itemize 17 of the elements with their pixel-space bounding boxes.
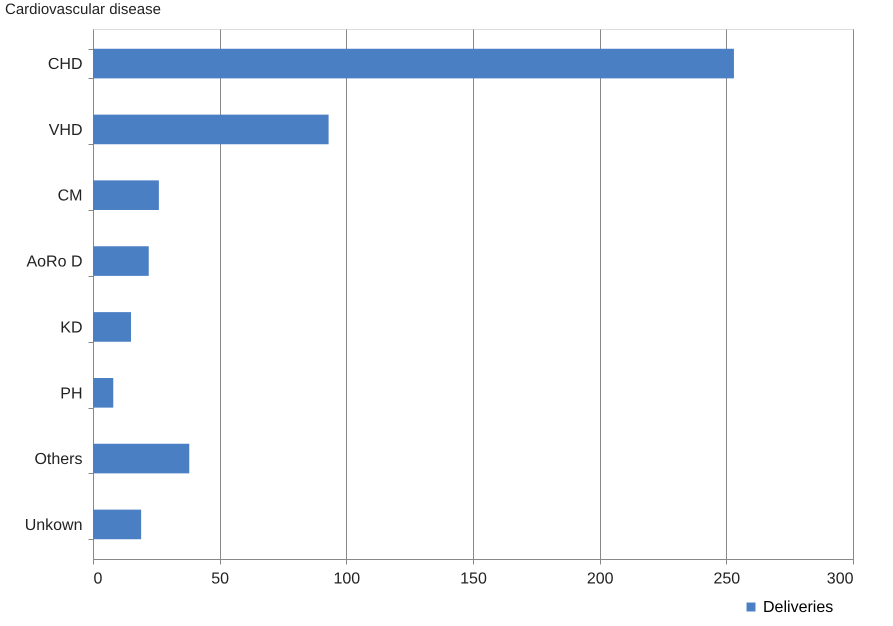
y-tick-label: PH xyxy=(60,385,82,402)
y-axis-title: Cardiovascular disease xyxy=(5,1,161,18)
x-tick-label: 0 xyxy=(94,570,102,588)
y-tick-label: Unkown xyxy=(24,516,82,534)
x-tick-label: 150 xyxy=(460,570,487,588)
x-tick-label: 200 xyxy=(586,570,614,588)
legend-label: Deliveries xyxy=(763,599,834,616)
y-tick-label: CM xyxy=(58,188,82,205)
x-tick-label: 300 xyxy=(826,570,854,588)
y-tick-label: KD xyxy=(60,319,82,336)
x-tick-label: 250 xyxy=(713,570,740,588)
y-tick-label: AoRo D xyxy=(26,254,82,271)
x-tick-label: 50 xyxy=(211,570,230,588)
x-tick-label: 100 xyxy=(333,570,360,588)
y-tick-label: Others xyxy=(34,451,82,468)
y-tick-label: VHD xyxy=(48,122,82,139)
y-tick-label: CHD xyxy=(48,56,82,74)
